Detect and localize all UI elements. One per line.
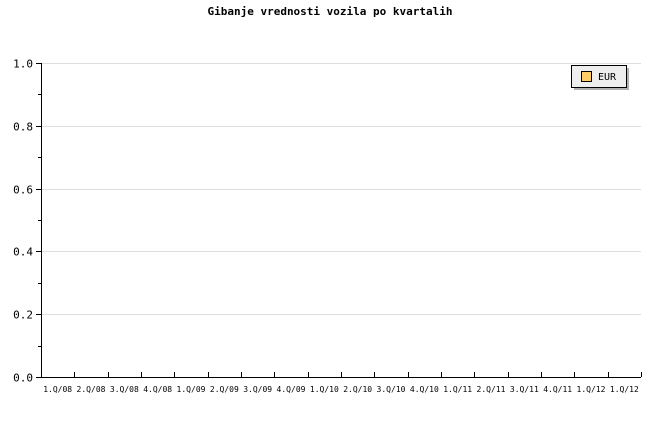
x-tick-label: 2.Q/10: [343, 385, 372, 394]
x-tick-label: 4.Q/09: [277, 385, 306, 394]
y-tick-label: 0.8: [13, 121, 33, 134]
x-tick-label: 4.Q/11: [543, 385, 572, 394]
x-tick-label: 1.Q/08: [43, 385, 72, 394]
x-tick-label: 1.Q/10: [310, 385, 339, 394]
x-tick-label: 2.Q/08: [77, 385, 106, 394]
x-tick-label: 3.Q/08: [110, 385, 139, 394]
x-tick-label: 3.Q/09: [243, 385, 272, 394]
y-tick-label: 1.0: [13, 58, 33, 71]
legend-swatch: [581, 71, 592, 82]
x-tick-label: 2.Q/09: [210, 385, 239, 394]
y-tick-label: 0.4: [13, 246, 33, 259]
x-tick-label: 4.Q/08: [143, 385, 172, 394]
x-tick-label: 3.Q/11: [510, 385, 539, 394]
x-tick-label: 1.Q/12: [577, 385, 606, 394]
y-tick-label: 0.2: [13, 309, 33, 322]
y-tick-label: 0.6: [13, 184, 33, 197]
legend-label: EUR: [598, 72, 617, 83]
x-tick-label: 1.Q/09: [177, 385, 206, 394]
x-tick-label: 4.Q/10: [410, 385, 439, 394]
legend: EUR: [571, 65, 629, 90]
chart-title: Gibanje vrednosti vozila po kvartalih: [207, 5, 452, 18]
x-tick-label: 2.Q/11: [477, 385, 506, 394]
x-tick-label: 3.Q/10: [377, 385, 406, 394]
y-tick-label: 0.0: [13, 372, 33, 385]
x-tick-label: 1.Q/12: [610, 385, 639, 394]
x-tick-label: 1.Q/11: [443, 385, 472, 394]
